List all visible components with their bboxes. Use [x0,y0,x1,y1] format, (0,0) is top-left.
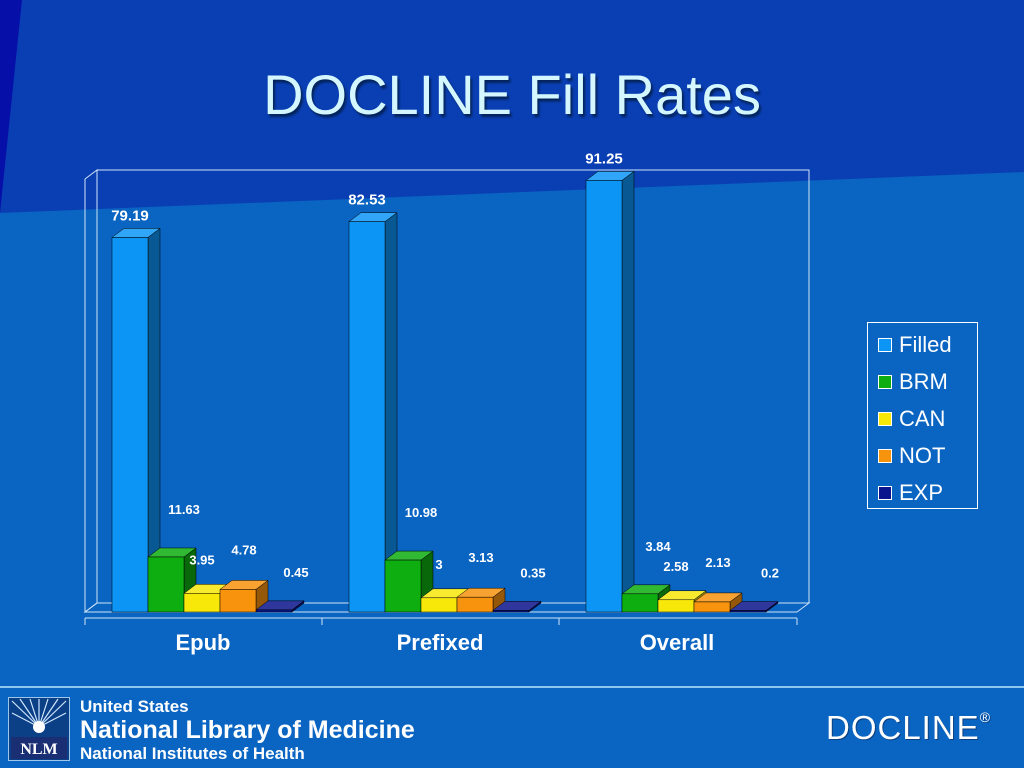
legend-label-can: CAN [899,406,946,431]
legend-item-brm: BRM [878,368,948,396]
bar-not-epub-front [219,589,257,613]
nlm-logo: NLM [8,697,70,761]
bar-filled-overall-side [621,170,635,613]
docline-logo-text: DOCLINE [826,709,980,746]
bar-not-prefixed-front [456,596,494,613]
data-label-exp-overall: 0.2 [761,566,779,581]
legend-label-exp: EXP [899,480,944,505]
bar-not-overall [693,592,743,613]
footer-divider [0,686,1024,688]
org-line-1: United States [80,697,189,716]
data-label-brm-prefixed: 10.98 [405,505,438,520]
legend-swatch-filled [878,338,892,352]
nlm-wordmark: United States National Library of Medici… [80,697,415,765]
data-label-can-epub: 3.95 [189,552,214,567]
chart-side-wall [84,169,98,613]
bar-exp-overall-front [729,610,767,613]
bar-brm-overall-front [621,593,659,613]
x-axis: Epub Prefixed Overall [84,617,798,655]
data-label-can-overall: 2.58 [663,559,688,574]
chart-frame [83,169,811,613]
legend-item-can: CAN [878,405,945,433]
legend-label-filled: Filled [899,332,952,357]
bar-exp-epub [255,600,305,613]
data-label-exp-prefixed: 0.35 [520,565,545,580]
data-label-brm-overall: 3.84 [645,539,671,554]
x-tick-label-epub: Epub [176,630,231,655]
docline-logo: DOCLINE® [826,709,991,747]
chart-bars [111,170,779,613]
legend-swatch-can [878,412,892,426]
bar-can-prefixed-front [420,597,458,613]
x-tick-label-overall: Overall [640,630,715,655]
slide-title: DOCLINE Fill Rates [263,63,761,126]
org-line-2: National Library of Medicine [80,716,415,744]
bar-filled-epub-front [111,237,149,613]
data-label-can-prefixed: 3 [435,557,442,572]
legend-swatch-exp [878,486,892,500]
x-tick-label-prefixed: Prefixed [397,630,484,655]
data-label-brm-epub: 11.63 [168,502,200,517]
bar-not-prefixed [456,587,506,613]
bar-brm-epub-front [147,556,185,613]
legend-item-exp: EXP [878,479,943,507]
data-label-filled-prefixed: 82.53 [348,192,386,209]
data-label-not-epub: 4.78 [231,542,256,557]
legend-swatch-brm [878,375,892,389]
data-label-exp-epub: 0.45 [283,565,308,580]
fill-rates-chart: 79.19 11.63 3.95 4.78 0.45 82.53 10.98 3 3.13 0.3… [83,150,811,655]
chart-data-labels: 79.19 11.63 3.95 4.78 0.45 82.53 10.98 3 3.13 0.3… [111,150,779,580]
bar-exp-prefixed-front [492,610,530,613]
data-label-not-prefixed: 3.13 [468,550,493,565]
bar-filled-prefixed [348,212,398,613]
data-label-filled-epub: 79.19 [111,207,149,224]
bar-exp-overall [729,601,779,613]
chart-back-wall [97,169,810,604]
org-line-3: National Institutes of Health [80,744,305,763]
data-label-filled-overall: 91.25 [585,150,623,167]
registered-mark: ® [979,709,992,725]
legend-item-filled: Filled [878,331,952,359]
bar-exp-epub-front [255,609,293,613]
bar-not-overall-front [693,601,731,613]
legend-label-not: NOT [899,443,946,468]
bar-filled-prefixed-front [348,221,386,613]
bar-can-epub-front [183,593,221,613]
bar-filled-prefixed-side [384,212,398,613]
data-label-not-overall: 2.13 [705,555,730,570]
nlm-logo-text: NLM [20,741,57,758]
bar-filled-overall-front [585,180,623,613]
legend-swatch-not [878,449,892,463]
bar-brm-prefixed-front [384,559,422,613]
bar-exp-prefixed [492,600,542,613]
legend-item-not: NOT [878,442,945,470]
chart-floor [83,602,811,613]
legend-label-brm: BRM [899,369,948,394]
chart-legend: Filled BRM CAN NOT EXP [867,322,978,509]
bar-filled-overall [585,170,635,613]
bar-can-overall-front [657,599,695,613]
